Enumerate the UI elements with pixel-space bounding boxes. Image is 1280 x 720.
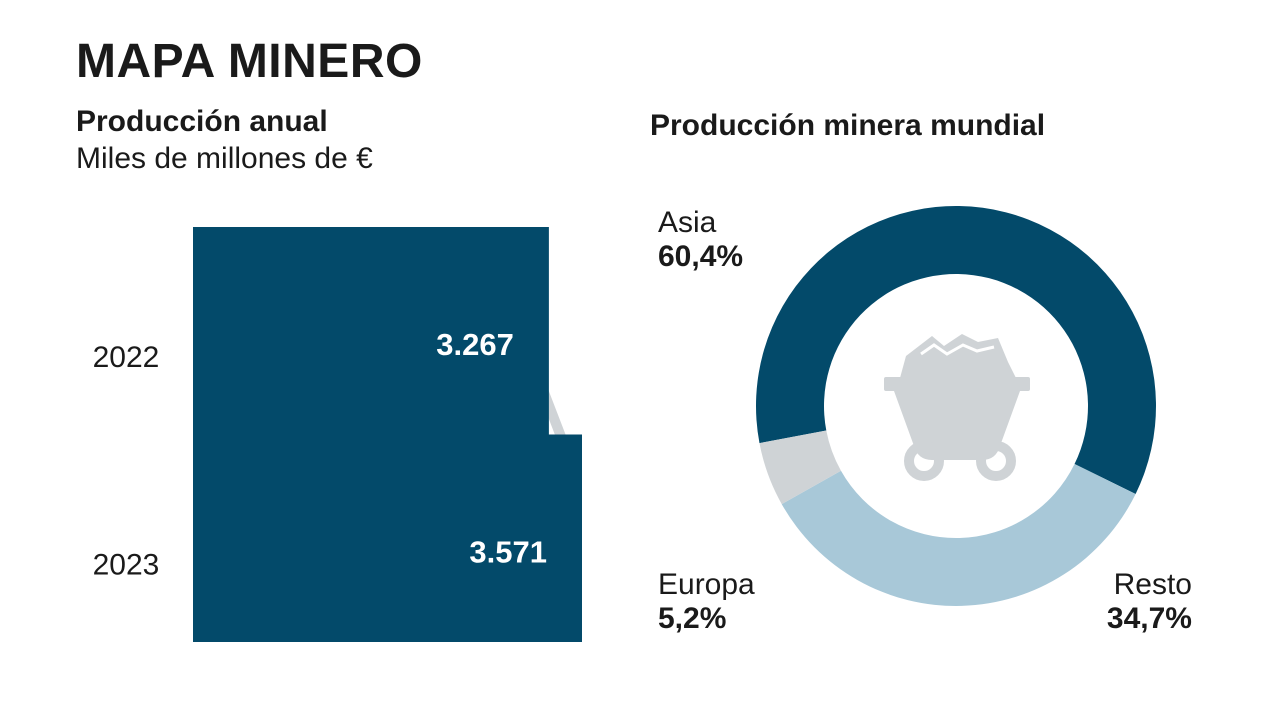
bar-chart-unit: Miles de millones de € bbox=[76, 142, 373, 175]
donut-label-europa-name: Europa bbox=[658, 568, 755, 601]
donut-label-europa-value: 5,2% bbox=[658, 602, 727, 635]
donut-label-europa: Europa 5,2% bbox=[658, 568, 755, 636]
bar-value-label-2023: 3.571 bbox=[469, 535, 547, 570]
bar-category-label-2023: 2023 bbox=[93, 549, 160, 582]
donut-label-asia: Asia 60,4% bbox=[658, 206, 743, 274]
donut-label-asia-value: 60,4% bbox=[658, 240, 744, 273]
page-title: MAPA MINERO bbox=[76, 35, 423, 88]
donut-slice-europa bbox=[759, 430, 841, 505]
donut-label-resto-name: Resto bbox=[1113, 568, 1192, 601]
donut-label-resto-value: 34,7% bbox=[1106, 602, 1192, 635]
mine-cart-icon bbox=[884, 334, 1030, 481]
donut-label-resto: Resto 34,7% bbox=[1107, 568, 1192, 636]
bar-2023 bbox=[193, 434, 582, 642]
bar-2022 bbox=[193, 227, 549, 435]
donut-slice-resto bbox=[781, 464, 1136, 606]
donut-slice-asia bbox=[756, 206, 1156, 494]
bar-category-label-2022: 2022 bbox=[93, 341, 160, 374]
bar-chart-title: Producción anual bbox=[76, 105, 328, 138]
donut-label-asia-name: Asia bbox=[658, 206, 717, 239]
bar-value-label-2022: 3.267 bbox=[436, 327, 514, 362]
donut-chart-title: Producción minera mundial bbox=[650, 109, 1046, 142]
